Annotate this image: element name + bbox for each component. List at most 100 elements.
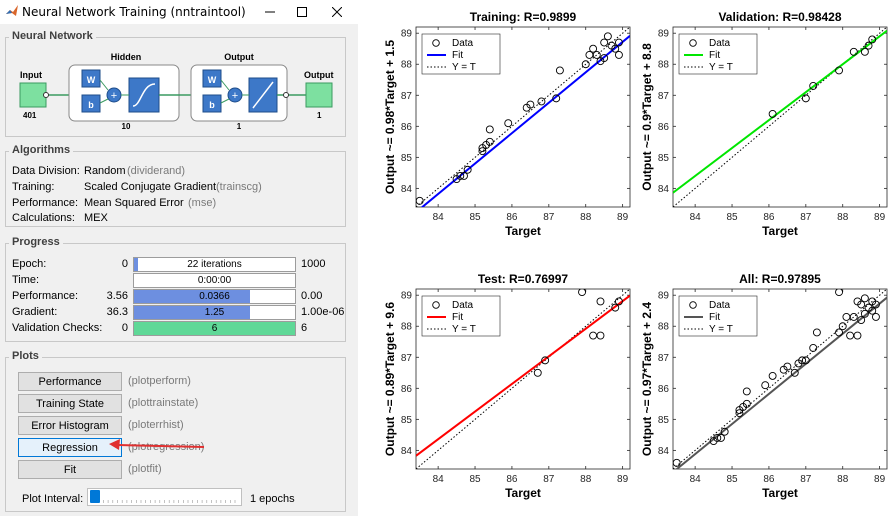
y-axis-label: Output ~= 0.98*Target + 1.5 <box>383 40 397 194</box>
y-axis-label: Output ~= 0.97*Target + 2.4 <box>640 302 654 456</box>
data-point <box>860 294 869 303</box>
data-point <box>611 44 620 53</box>
algo-label: Calculations: <box>12 212 75 224</box>
svg-text:b: b <box>88 100 94 110</box>
data-point <box>614 50 623 59</box>
hidden-transfer-block <box>128 77 160 113</box>
data-point <box>857 300 866 309</box>
data-point <box>812 328 821 337</box>
x-axis-label: Target <box>762 486 798 500</box>
y-tick-label: 87 <box>401 353 413 364</box>
data-point <box>713 434 722 442</box>
identity-line <box>416 289 630 469</box>
progress-label: Gradient: <box>12 306 58 318</box>
data-point <box>809 344 818 352</box>
y-tick-label: 86 <box>401 122 413 133</box>
x-axis-label: Target <box>505 486 541 500</box>
svg-text:+: + <box>232 90 238 102</box>
x-tick-label: 84 <box>433 474 445 485</box>
data-point <box>761 381 770 390</box>
data-point <box>809 82 818 90</box>
data-point <box>526 100 535 109</box>
plot-interval-slider[interactable] <box>87 488 242 506</box>
legend-data-marker <box>432 39 440 47</box>
data-point <box>614 297 623 306</box>
legend-entry: Data <box>452 300 474 311</box>
fit-line <box>420 35 630 207</box>
data-point <box>611 303 620 312</box>
progress-bar-text: 1.25 <box>204 307 225 318</box>
x-axis-label: Target <box>505 224 541 238</box>
slider-ticks <box>93 500 236 503</box>
legend-entry: Y = T <box>452 324 476 335</box>
training-state-plot-button[interactable]: Training State <box>18 394 122 413</box>
fit-plot-button[interactable]: Fit <box>18 460 122 479</box>
data-point <box>537 97 546 106</box>
y-tick-label: 88 <box>401 60 413 71</box>
x-tick-label: 85 <box>469 212 481 223</box>
network-diagram: Input 401 Hidden W b + 10 Output W <box>19 52 334 131</box>
x-tick-label: 86 <box>506 474 518 485</box>
panel-title-algorithms: Algorithms <box>9 144 74 156</box>
y-tick-label: 86 <box>401 384 413 395</box>
x-tick-label: 88 <box>837 474 849 485</box>
progress-end-value: 6 <box>301 322 308 334</box>
data-point <box>768 371 777 380</box>
progress-start-value: 36.3 <box>106 306 128 318</box>
legend-entry: Fit <box>709 312 720 323</box>
data-point <box>853 331 862 340</box>
plots-panel: Plots Performance (plotperform) Training… <box>5 350 346 512</box>
data-point <box>835 328 843 337</box>
progress-label: Time: <box>12 274 40 286</box>
data-point <box>552 94 561 103</box>
algo-value: MEX <box>84 212 108 224</box>
panel-title-progress: Progress <box>9 236 63 248</box>
algo-value: Random <box>84 165 126 177</box>
plot-interval-value: 1 epochs <box>250 493 295 505</box>
y-tick-label: 87 <box>401 91 413 102</box>
panel-title-plots: Plots <box>9 350 42 362</box>
x-tick-label: 89 <box>617 212 629 223</box>
data-point <box>504 119 513 128</box>
slider-thumb[interactable] <box>90 490 100 503</box>
data-point <box>592 50 601 59</box>
performance-plot-button[interactable]: Performance <box>18 372 122 391</box>
chart-title: Training: R=0.9899 <box>470 10 577 24</box>
algo-value: Mean Squared Error <box>84 197 184 209</box>
progress-bar-fill <box>134 258 138 271</box>
data-point <box>463 165 472 174</box>
maximize-button[interactable] <box>285 0 319 24</box>
regression-plot-button[interactable]: Regression <box>18 438 122 457</box>
x-tick-label: 84 <box>433 212 445 223</box>
y-axis-label: Output ~= 0.89*Target + 9.6 <box>383 302 397 456</box>
svg-text:+: + <box>111 90 117 102</box>
progress-bar-text: 6 <box>211 323 218 334</box>
plot-fn-label: (plotperform) <box>128 375 191 387</box>
progress-label: Performance: <box>12 290 79 302</box>
data-point <box>868 306 877 315</box>
x-tick-label: 88 <box>580 212 592 223</box>
output-layer-label: Output <box>224 52 254 62</box>
minimize-button[interactable] <box>253 0 287 24</box>
algo-fn: (trainscg) <box>216 181 262 193</box>
data-point <box>600 54 609 62</box>
data-point <box>742 399 751 408</box>
data-point <box>600 38 609 47</box>
progress-label: Validation Checks: <box>12 322 103 334</box>
close-button[interactable] <box>320 0 354 24</box>
error-histogram-plot-button[interactable]: Error Histogram <box>18 416 122 435</box>
progress-bar: 22 iterations <box>133 257 296 272</box>
window-title: Neural Network Training (nntraintool) <box>22 5 246 19</box>
data-point <box>790 368 799 377</box>
progress-start-value: 3.56 <box>106 290 128 302</box>
data-point <box>589 44 598 53</box>
svg-text:b: b <box>209 100 215 110</box>
identity-line <box>416 27 630 207</box>
data-point <box>478 147 487 156</box>
chart-title: All: R=0.97895 <box>739 272 821 286</box>
legend-entry: Data <box>709 38 731 49</box>
legend-entry: Fit <box>452 312 463 323</box>
y-tick-label: 89 <box>401 291 413 302</box>
